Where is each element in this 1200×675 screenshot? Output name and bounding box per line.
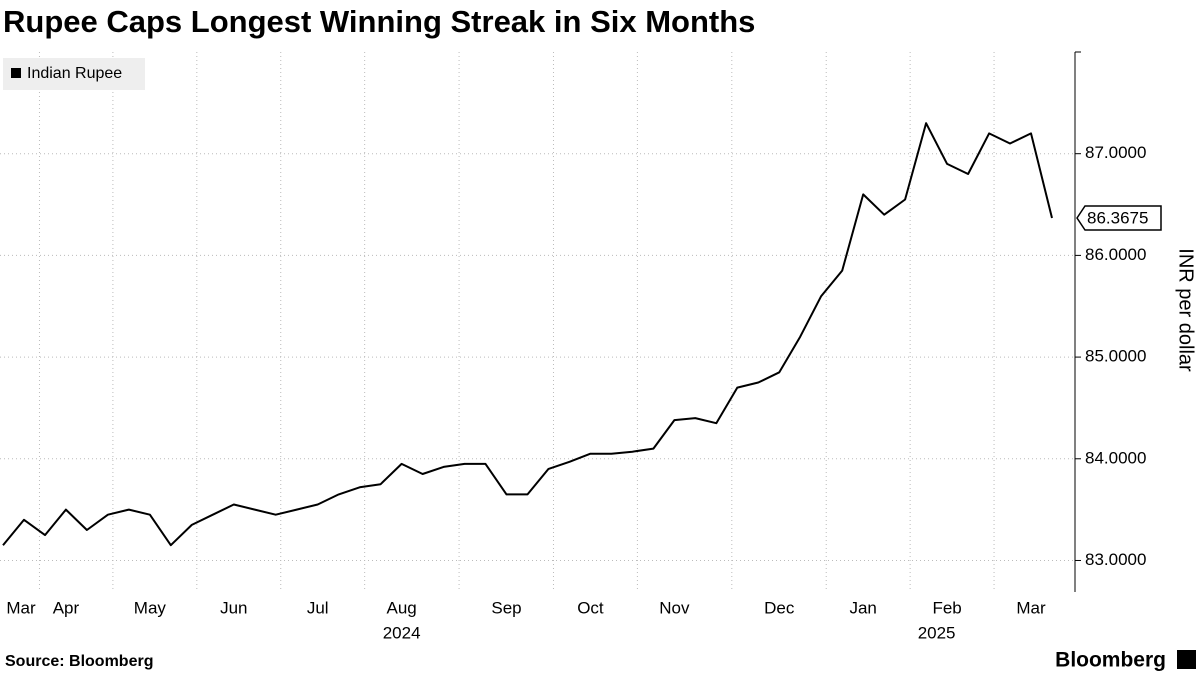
x-tick-label: Mar: [6, 598, 36, 617]
x-tick-label: Dec: [764, 598, 795, 617]
x-tick-label: Aug: [386, 598, 416, 617]
x-tick-label: Sep: [491, 598, 521, 617]
last-value-tag: [1076, 205, 1162, 231]
chart-title: Rupee Caps Longest Winning Streak in Six…: [3, 4, 755, 39]
x-tick-label: Apr: [53, 598, 80, 617]
y-axis-label: INR per dollar: [1175, 248, 1197, 372]
y-tick-label: 86.0000: [1085, 245, 1146, 264]
x-group-label: 2024: [383, 623, 421, 642]
x-tick-label: Nov: [659, 598, 690, 617]
x-tick-label: Jan: [849, 598, 876, 617]
brand: Bloomberg: [1055, 649, 1166, 672]
legend-box: [3, 58, 145, 90]
brand-icon: [1177, 650, 1196, 669]
x-tick-label: Feb: [932, 598, 961, 617]
x-tick-label: Jun: [220, 598, 247, 617]
x-group-label: 2025: [918, 623, 956, 642]
legend: Indian Rupee: [3, 58, 145, 90]
source: Source: Bloomberg: [5, 653, 153, 670]
legend-label: Indian Rupee: [27, 65, 122, 82]
x-tick-label: Mar: [1016, 598, 1046, 617]
y-tick-label: 85.0000: [1085, 347, 1146, 366]
x-tick-label: May: [134, 598, 167, 617]
y-tick-label: 84.0000: [1085, 448, 1146, 467]
y-tick-label: 87.0000: [1085, 143, 1146, 162]
line-series: [2, 122, 1053, 547]
last-value-label: 86.3675: [1087, 209, 1148, 228]
x-tick-label: Jul: [307, 598, 329, 617]
x-tick-label: Oct: [577, 598, 604, 617]
legend-swatch: [11, 68, 21, 78]
y-tick-label: 83.0000: [1085, 550, 1146, 569]
